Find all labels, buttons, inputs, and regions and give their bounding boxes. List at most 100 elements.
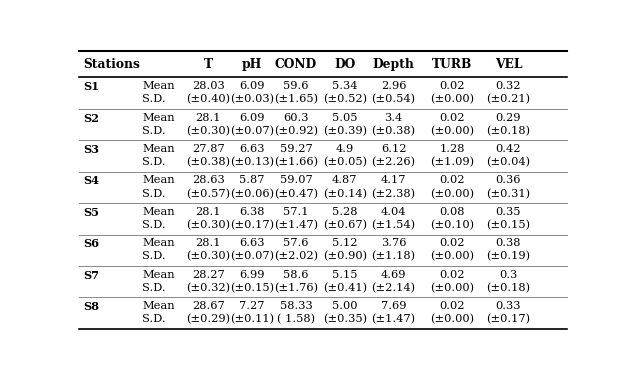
- Text: 28.1: 28.1: [195, 207, 221, 217]
- Text: S.D.: S.D.: [142, 126, 166, 136]
- Text: TURB: TURB: [432, 59, 472, 71]
- Text: S.D.: S.D.: [142, 94, 166, 104]
- Text: Mean: Mean: [142, 81, 175, 91]
- Text: (±0.07): (±0.07): [230, 126, 274, 136]
- Text: S7: S7: [84, 270, 100, 281]
- Text: (±0.67): (±0.67): [323, 220, 367, 230]
- Text: 27.87: 27.87: [192, 144, 224, 154]
- Text: 7.27: 7.27: [239, 301, 265, 311]
- Text: 6.38: 6.38: [239, 207, 265, 217]
- Text: (±0.31): (±0.31): [486, 189, 530, 199]
- Text: (±2.14): (±2.14): [372, 283, 416, 293]
- Text: (±0.52): (±0.52): [323, 94, 367, 105]
- Text: (±0.30): (±0.30): [186, 126, 230, 136]
- Text: 57.1: 57.1: [284, 207, 309, 217]
- Text: Mean: Mean: [142, 113, 175, 122]
- Text: Mean: Mean: [142, 207, 175, 217]
- Text: 3.4: 3.4: [384, 113, 403, 122]
- Text: 6.99: 6.99: [239, 270, 265, 280]
- Text: 59.07: 59.07: [280, 175, 312, 186]
- Text: 0.02: 0.02: [440, 175, 465, 186]
- Text: (±0.15): (±0.15): [486, 220, 530, 230]
- Text: 5.28: 5.28: [332, 207, 358, 217]
- Text: (±0.57): (±0.57): [186, 189, 230, 199]
- Text: Mean: Mean: [142, 270, 175, 280]
- Text: pH: pH: [242, 59, 262, 71]
- Text: 58.6: 58.6: [284, 270, 309, 280]
- Text: (±0.92): (±0.92): [274, 126, 318, 136]
- Text: (±0.38): (±0.38): [186, 157, 230, 167]
- Text: 0.38: 0.38: [496, 239, 521, 248]
- Text: S6: S6: [84, 239, 100, 249]
- Text: Mean: Mean: [142, 144, 175, 154]
- Text: 7.69: 7.69: [381, 301, 406, 311]
- Text: (±0.00): (±0.00): [430, 283, 474, 293]
- Text: 6.12: 6.12: [381, 144, 406, 154]
- Text: 5.34: 5.34: [332, 81, 358, 91]
- Text: Mean: Mean: [142, 301, 175, 311]
- Text: 0.36: 0.36: [496, 175, 521, 186]
- Text: (±0.05): (±0.05): [323, 157, 367, 167]
- Text: 0.02: 0.02: [440, 301, 465, 311]
- Text: (±0.21): (±0.21): [486, 94, 530, 105]
- Text: (±0.38): (±0.38): [372, 126, 416, 136]
- Text: 60.3: 60.3: [284, 113, 309, 122]
- Text: 0.3: 0.3: [500, 270, 517, 280]
- Text: (±1.76): (±1.76): [274, 283, 318, 293]
- Text: 59.6: 59.6: [284, 81, 309, 91]
- Text: 1.28: 1.28: [440, 144, 465, 154]
- Text: (±0.30): (±0.30): [186, 251, 230, 262]
- Text: (±0.03): (±0.03): [230, 94, 274, 105]
- Text: 0.02: 0.02: [440, 239, 465, 248]
- Text: (±0.41): (±0.41): [323, 283, 367, 293]
- Text: (±0.18): (±0.18): [486, 283, 530, 293]
- Text: (±0.18): (±0.18): [486, 126, 530, 136]
- Text: (±0.11): (±0.11): [230, 314, 274, 325]
- Text: (±0.07): (±0.07): [230, 251, 274, 262]
- Text: (±1.54): (±1.54): [372, 220, 416, 230]
- Text: (±0.15): (±0.15): [230, 283, 274, 293]
- Text: 0.02: 0.02: [440, 81, 465, 91]
- Text: 6.63: 6.63: [239, 144, 265, 154]
- Text: S.D.: S.D.: [142, 283, 166, 293]
- Text: 4.9: 4.9: [336, 144, 354, 154]
- Text: 0.29: 0.29: [496, 113, 521, 122]
- Text: (±0.00): (±0.00): [430, 251, 474, 262]
- Text: 57.6: 57.6: [284, 239, 309, 248]
- Text: (±0.00): (±0.00): [430, 189, 474, 199]
- Text: 28.63: 28.63: [192, 175, 224, 186]
- Text: S1: S1: [84, 81, 100, 92]
- Text: (±0.30): (±0.30): [186, 220, 230, 230]
- Text: 0.02: 0.02: [440, 113, 465, 122]
- Text: S8: S8: [84, 301, 100, 312]
- Text: 28.03: 28.03: [192, 81, 224, 91]
- Text: 5.05: 5.05: [332, 113, 358, 122]
- Text: (±0.00): (±0.00): [430, 94, 474, 105]
- Text: (±0.19): (±0.19): [486, 251, 530, 262]
- Text: (±0.17): (±0.17): [486, 314, 530, 325]
- Text: 28.67: 28.67: [192, 301, 224, 311]
- Text: S.D.: S.D.: [142, 157, 166, 167]
- Text: 5.87: 5.87: [239, 175, 265, 186]
- Text: (±0.90): (±0.90): [323, 251, 367, 262]
- Text: (±0.29): (±0.29): [186, 314, 230, 325]
- Text: 4.17: 4.17: [381, 175, 406, 186]
- Text: ( 1.58): ( 1.58): [277, 314, 315, 325]
- Text: 6.63: 6.63: [239, 239, 265, 248]
- Text: (±1.09): (±1.09): [430, 157, 474, 167]
- Text: (±0.32): (±0.32): [186, 283, 230, 293]
- Text: (±0.00): (±0.00): [430, 126, 474, 136]
- Text: 0.35: 0.35: [496, 207, 521, 217]
- Text: 5.15: 5.15: [332, 270, 358, 280]
- Text: VEL: VEL: [495, 59, 522, 71]
- Text: (±0.06): (±0.06): [230, 189, 274, 199]
- Text: (±0.10): (±0.10): [430, 220, 474, 230]
- Text: Mean: Mean: [142, 175, 175, 186]
- Text: S3: S3: [84, 144, 100, 155]
- Text: (±2.38): (±2.38): [372, 189, 416, 199]
- Text: (±0.13): (±0.13): [230, 157, 274, 167]
- Text: (±1.47): (±1.47): [372, 314, 416, 325]
- Text: 28.1: 28.1: [195, 113, 221, 122]
- Text: 2.96: 2.96: [381, 81, 406, 91]
- Text: (±0.04): (±0.04): [486, 157, 530, 167]
